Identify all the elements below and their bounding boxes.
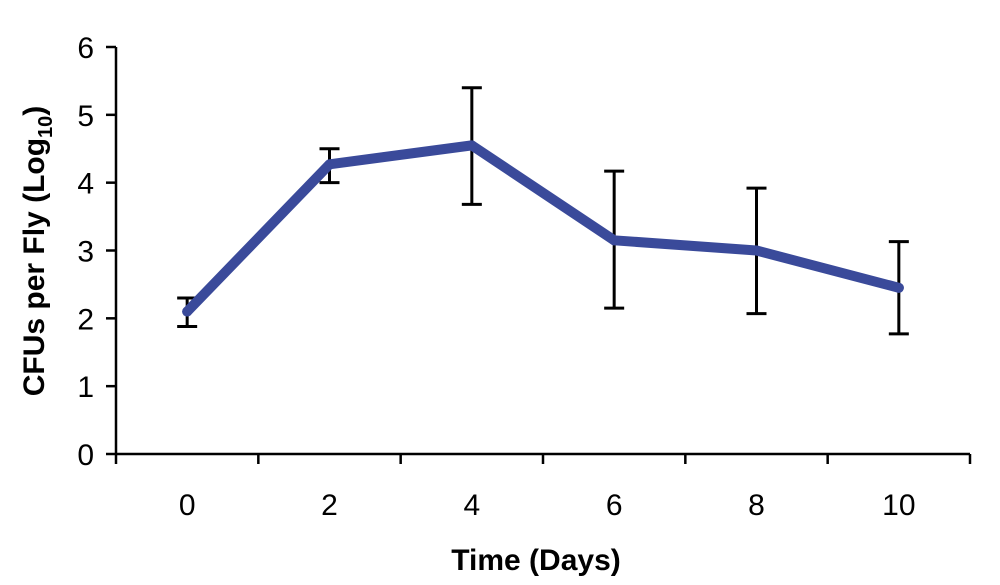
x-tick-label: 6 (606, 489, 623, 522)
y-tick-label: 1 (77, 371, 94, 404)
x-axis-ticks: 0 2 4 6 8 10 (114, 454, 972, 522)
x-tick-label: 8 (748, 489, 765, 522)
y-axis-title: CFUs per Fly (Log10) (18, 106, 57, 397)
x-tick-label: 10 (882, 489, 915, 522)
data-point (324, 159, 335, 170)
data-point (893, 282, 904, 293)
x-tick-label: 2 (321, 489, 338, 522)
y-tick-label: 3 (77, 236, 94, 269)
y-axis-title-subscript: 10 (35, 116, 57, 138)
series-line (182, 140, 904, 317)
y-tick-label: 5 (77, 100, 94, 133)
y-tick-label: 2 (77, 303, 94, 336)
y-axis-ticks: 0 1 2 3 4 5 6 (77, 32, 116, 472)
y-axis-title-close: ) (18, 106, 51, 116)
x-axis-title: Time (Days) (451, 544, 621, 577)
data-point (751, 245, 762, 256)
data-point (182, 306, 193, 317)
y-axis-title-main: CFUs per Fly (Log (18, 138, 51, 396)
x-tick-label: 0 (179, 489, 196, 522)
x-tick-label: 4 (463, 489, 480, 522)
y-tick-label: 6 (77, 32, 94, 65)
data-point (466, 140, 477, 151)
y-tick-label: 4 (77, 168, 94, 201)
data-point (609, 235, 620, 246)
y-tick-label: 0 (77, 439, 94, 472)
